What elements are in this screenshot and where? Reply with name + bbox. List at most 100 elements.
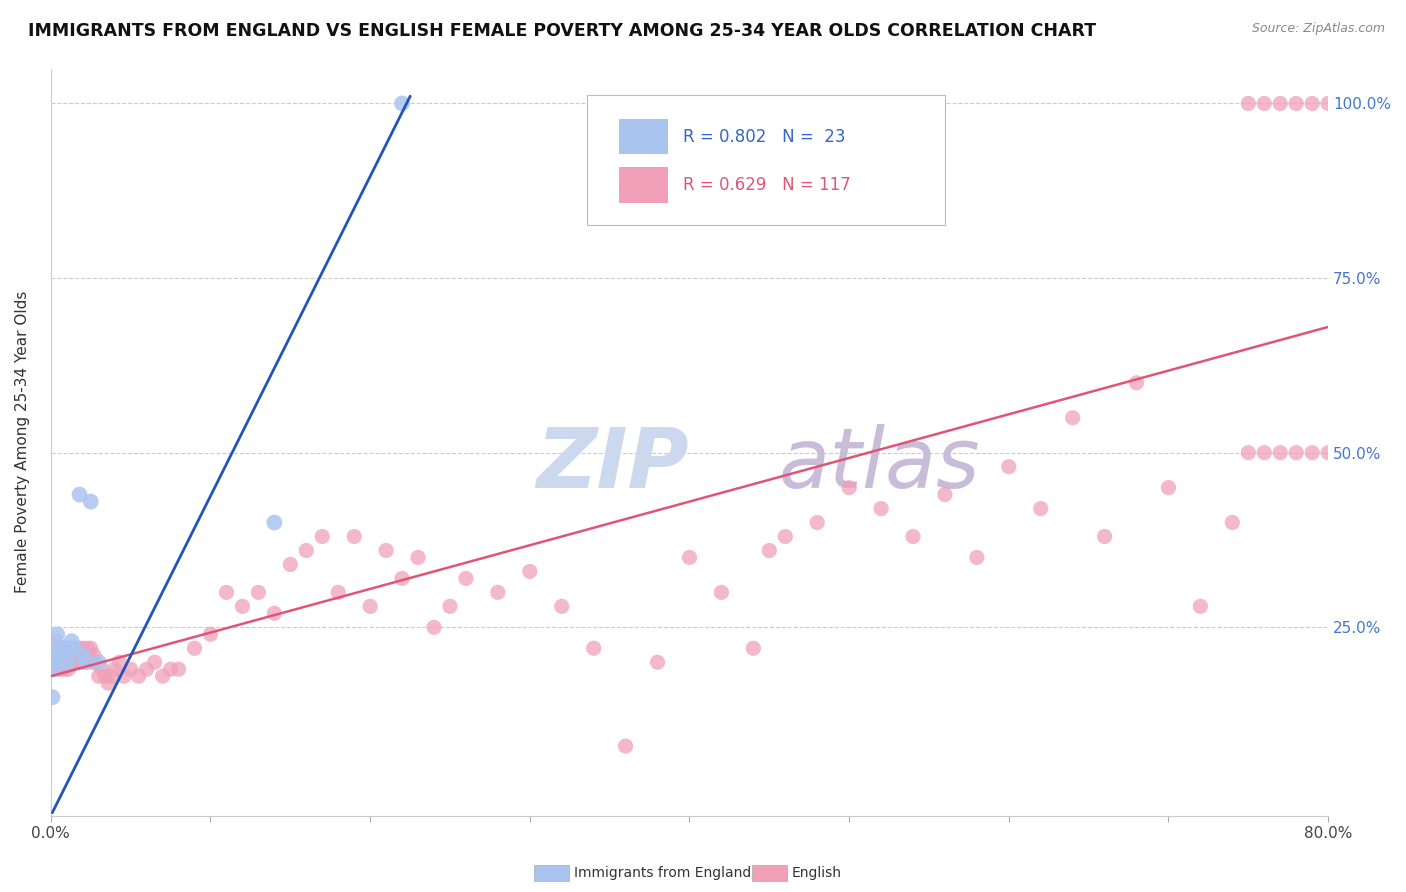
- Point: [183, 641, 205, 656]
- Point: [614, 739, 637, 753]
- Point: [100, 669, 122, 683]
- Text: English: English: [792, 866, 842, 880]
- Point: [1094, 529, 1116, 543]
- Point: [62, 655, 84, 669]
- Point: [1301, 96, 1323, 111]
- Point: [70, 655, 93, 669]
- Point: [278, 558, 301, 572]
- Point: [806, 516, 828, 530]
- Point: [551, 599, 574, 614]
- Point: [1189, 599, 1212, 614]
- Point: [152, 669, 174, 683]
- Point: [1317, 96, 1340, 111]
- Point: [1253, 445, 1275, 459]
- Point: [80, 494, 103, 508]
- Point: [1301, 445, 1323, 459]
- Point: [966, 550, 988, 565]
- Point: [49, 655, 72, 669]
- Point: [1348, 96, 1371, 111]
- Point: [84, 655, 107, 669]
- Point: [128, 669, 150, 683]
- Point: [1381, 96, 1403, 111]
- Point: [775, 529, 797, 543]
- Point: [710, 585, 733, 599]
- Point: [48, 641, 70, 656]
- Point: [52, 641, 75, 656]
- Point: [343, 529, 366, 543]
- Point: [53, 662, 76, 676]
- Point: [53, 648, 76, 663]
- Point: [1270, 96, 1292, 111]
- Point: [647, 655, 669, 669]
- Point: [391, 96, 413, 111]
- Point: [59, 641, 82, 656]
- Bar: [619, 167, 668, 203]
- Point: [41, 648, 63, 663]
- Point: [439, 599, 461, 614]
- Point: [58, 648, 80, 663]
- Point: [423, 620, 446, 634]
- Point: [72, 648, 94, 663]
- FancyBboxPatch shape: [588, 95, 945, 226]
- Point: [75, 655, 97, 669]
- Point: [45, 641, 67, 656]
- Point: [1062, 410, 1084, 425]
- Point: [72, 641, 94, 656]
- Point: [486, 585, 509, 599]
- Point: [758, 543, 780, 558]
- Point: [582, 641, 605, 656]
- Point: [391, 571, 413, 585]
- Point: [42, 655, 65, 669]
- Point: [56, 641, 79, 656]
- Point: [52, 655, 75, 669]
- Point: [295, 543, 318, 558]
- Point: [311, 529, 333, 543]
- Point: [143, 655, 166, 669]
- Point: [45, 655, 67, 669]
- Point: [108, 655, 131, 669]
- Point: [48, 655, 70, 669]
- Point: [73, 648, 96, 663]
- Text: ZIP: ZIP: [536, 424, 689, 505]
- Point: [1125, 376, 1147, 390]
- Point: [69, 487, 91, 501]
- Point: [1396, 96, 1406, 111]
- Point: [48, 662, 70, 676]
- Point: [52, 641, 75, 656]
- Point: [66, 655, 89, 669]
- Point: [42, 641, 65, 656]
- Text: R = 0.802   N =  23: R = 0.802 N = 23: [683, 128, 845, 145]
- Point: [1029, 501, 1052, 516]
- Point: [406, 550, 429, 565]
- Bar: [619, 119, 668, 154]
- Point: [200, 627, 222, 641]
- Point: [1220, 516, 1243, 530]
- Point: [75, 655, 97, 669]
- Point: [328, 585, 350, 599]
- Point: [1333, 96, 1355, 111]
- Text: IMMIGRANTS FROM ENGLAND VS ENGLISH FEMALE POVERTY AMONG 25-34 YEAR OLDS CORRELAT: IMMIGRANTS FROM ENGLAND VS ENGLISH FEMAL…: [28, 22, 1097, 40]
- Point: [870, 501, 893, 516]
- Point: [76, 641, 98, 656]
- Point: [901, 529, 924, 543]
- Point: [263, 607, 285, 621]
- Text: Source: ZipAtlas.com: Source: ZipAtlas.com: [1251, 22, 1385, 36]
- Point: [375, 543, 398, 558]
- Point: [159, 662, 181, 676]
- Point: [1317, 445, 1340, 459]
- Point: [934, 487, 956, 501]
- Text: atlas: atlas: [779, 424, 980, 505]
- Point: [1157, 481, 1180, 495]
- Point: [97, 676, 120, 690]
- Point: [231, 599, 253, 614]
- Point: [46, 641, 69, 656]
- Point: [51, 648, 73, 663]
- Text: R = 0.629   N = 117: R = 0.629 N = 117: [683, 176, 851, 194]
- Point: [838, 481, 860, 495]
- Point: [53, 648, 76, 663]
- Point: [65, 648, 87, 663]
- Point: [519, 565, 541, 579]
- Point: [742, 641, 765, 656]
- Point: [46, 655, 69, 669]
- Point: [60, 641, 83, 656]
